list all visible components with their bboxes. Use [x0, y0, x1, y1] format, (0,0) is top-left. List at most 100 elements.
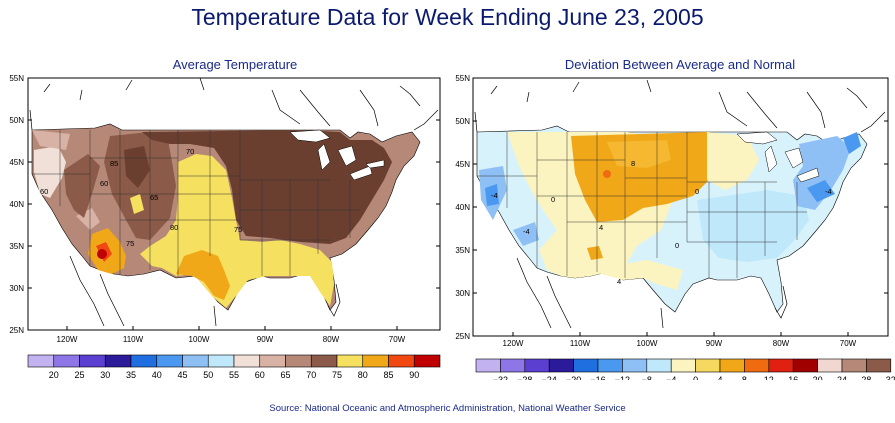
legend-label: 8 — [742, 375, 747, 380]
lon-label: 100W — [189, 335, 210, 344]
legend-label: −20 — [566, 375, 581, 380]
legend-label: 20 — [49, 370, 59, 380]
lat-label: 35N — [455, 246, 470, 255]
legend-label: 30 — [100, 370, 110, 380]
legend-label: 35 — [126, 370, 136, 380]
legend-swatch — [792, 358, 818, 373]
legend-swatch — [310, 354, 338, 368]
legend-label: 60 — [255, 370, 265, 380]
legend-label: 28 — [861, 375, 871, 380]
avg-temperature-legend: 20 25 30 35 40 45 50 55 60 65 70 75 80 85 90 — [27, 354, 441, 380]
legend-label: −16 — [590, 375, 605, 380]
contour-label: 70 — [186, 147, 194, 156]
legend-label: 24 — [837, 375, 847, 380]
lon-label: 110W — [123, 335, 144, 344]
legend-label: 75 — [332, 370, 342, 380]
legend-swatch — [53, 354, 80, 368]
lon-label: 80W — [773, 339, 790, 348]
legend-swatch — [866, 358, 892, 373]
lat-label: 35N — [9, 242, 24, 251]
legend-swatch — [573, 358, 599, 373]
legend-swatch — [500, 358, 526, 373]
legend-swatch — [207, 354, 235, 368]
legend-label: −4 — [666, 375, 676, 380]
legend-swatch — [336, 354, 364, 368]
lon-label: 90W — [257, 335, 274, 344]
avg-map-subtitle: Average Temperature — [172, 57, 298, 72]
legend-label: −28 — [517, 375, 532, 380]
legend-swatch — [695, 358, 721, 373]
legend-label: 0 — [693, 375, 698, 380]
legend-label: 45 — [177, 370, 187, 380]
legend-swatch — [719, 358, 745, 373]
lon-label: 110W — [570, 339, 591, 348]
contour-label: 75 — [126, 239, 134, 248]
contour-label: 4 — [617, 277, 621, 286]
dev-map-subtitle: Deviation Between Average and Normal — [564, 57, 796, 72]
legend-swatch — [646, 358, 672, 373]
lat-label: 30N — [455, 289, 470, 298]
legend-label: −12 — [615, 375, 630, 380]
legend-label: 25 — [74, 370, 84, 380]
legend-swatch — [233, 354, 261, 368]
source-note: Source: National Oceanic and Atmospheric… — [269, 403, 626, 414]
legend-label: 4 — [717, 375, 722, 380]
legend-label: −32 — [493, 375, 508, 380]
contour-label: 4 — [599, 223, 603, 232]
legend-swatch — [182, 354, 209, 368]
contour-label: -4 — [523, 227, 530, 236]
legend-swatch — [413, 354, 441, 368]
lon-label: 80W — [323, 335, 340, 344]
contour-label: 0 — [675, 241, 679, 250]
lat-label: 50N — [9, 116, 24, 125]
legend-swatch — [79, 354, 106, 368]
lat-label: 40N — [455, 203, 470, 212]
contour-label: -4 — [491, 191, 498, 200]
lon-label: 120W — [503, 339, 524, 348]
legend-swatch — [259, 354, 286, 368]
legend-label: 12 — [764, 375, 774, 380]
legend-swatch — [475, 358, 501, 373]
contour-label: 75 — [234, 225, 242, 234]
legend-label: 16 — [788, 375, 798, 380]
lat-label: 25N — [455, 332, 470, 341]
legend-label: 32 — [886, 375, 895, 380]
lat-label: 45N — [455, 160, 470, 169]
lat-label: 25N — [9, 326, 24, 335]
legend-swatch — [817, 358, 843, 373]
legend-swatch — [670, 358, 696, 373]
legend-swatch — [362, 354, 389, 368]
lat-label: 55N — [455, 74, 470, 83]
contour-label: 65 — [150, 193, 158, 202]
legend-swatch — [524, 358, 550, 373]
lat-label: 45N — [9, 158, 24, 167]
legend-label: 90 — [409, 370, 419, 380]
contour-label: 60 — [100, 179, 108, 188]
legend-label: 20 — [813, 375, 823, 380]
legend-swatch — [768, 358, 794, 373]
contour-label: -4 — [825, 187, 832, 196]
legend-label: −24 — [542, 375, 557, 380]
legend-swatch — [744, 358, 770, 373]
contour-label: 60 — [40, 187, 48, 196]
lon-label: 100W — [637, 339, 658, 348]
legend-swatch — [597, 358, 623, 373]
legend-label: 55 — [229, 370, 239, 380]
contour-label: 0 — [551, 195, 555, 204]
contour-label: 0 — [695, 187, 699, 196]
legend-label: 65 — [280, 370, 290, 380]
legend-label: 40 — [152, 370, 162, 380]
legend-swatch — [130, 354, 158, 368]
legend-swatch — [548, 358, 574, 373]
legend-swatch — [104, 354, 132, 368]
legend-swatch — [841, 358, 867, 373]
legend-swatch — [622, 358, 648, 373]
contour-label: 85 — [110, 159, 118, 168]
legend-label: 80 — [358, 370, 368, 380]
legend-swatch — [156, 354, 183, 368]
deviation-map: 4 8 0 -4 4 -4 0 0 -4 55N 50N 45N 40N 35N… — [455, 74, 895, 380]
legend-label: 85 — [383, 370, 393, 380]
lat-label: 50N — [455, 117, 470, 126]
legend-label: 70 — [306, 370, 316, 380]
lon-label: 120W — [57, 335, 78, 344]
